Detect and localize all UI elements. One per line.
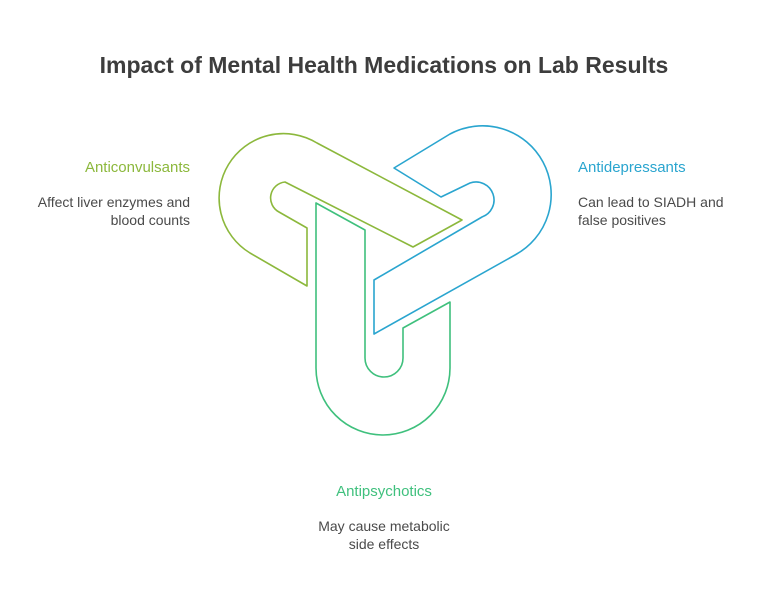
antipsychotics-heading: Antipsychotics (336, 483, 432, 500)
antidepressants-description-line-2: false positives (578, 212, 666, 228)
antidepressants-description: Can lead to SIADH and false positives (578, 193, 758, 229)
antidepressants-heading: Antidepressants (578, 159, 686, 176)
anticonvulsants-loop (218, 132, 463, 287)
antipsychotics-description: May cause metabolic side effects (284, 517, 484, 553)
anticonvulsants-description: Affect liver enzymes and blood counts (0, 193, 190, 229)
antidepressants-block: Antidepressants Can lead to SIADH and fa… (578, 159, 758, 229)
anticonvulsants-description-line-1: Affect liver enzymes and (37, 194, 190, 210)
anticonvulsants-description-line-2: blood counts (110, 212, 190, 228)
antipsychotics-block: Antipsychotics May cause metabolic side … (284, 483, 484, 553)
antidepressants-description-line-1: Can lead to SIADH and (578, 194, 724, 210)
antipsychotics-description-line-1: May cause metabolic (318, 518, 450, 534)
page-title: Impact of Mental Health Medications on L… (99, 52, 669, 78)
anticonvulsants-heading: Anticonvulsants (84, 159, 190, 176)
antidepressants-loop (373, 125, 552, 335)
antipsychotics-loop (315, 202, 451, 436)
antipsychotics-description-line-2: side effects (348, 536, 420, 552)
anticonvulsants-block: Anticonvulsants Affect liver enzymes and… (0, 159, 190, 229)
